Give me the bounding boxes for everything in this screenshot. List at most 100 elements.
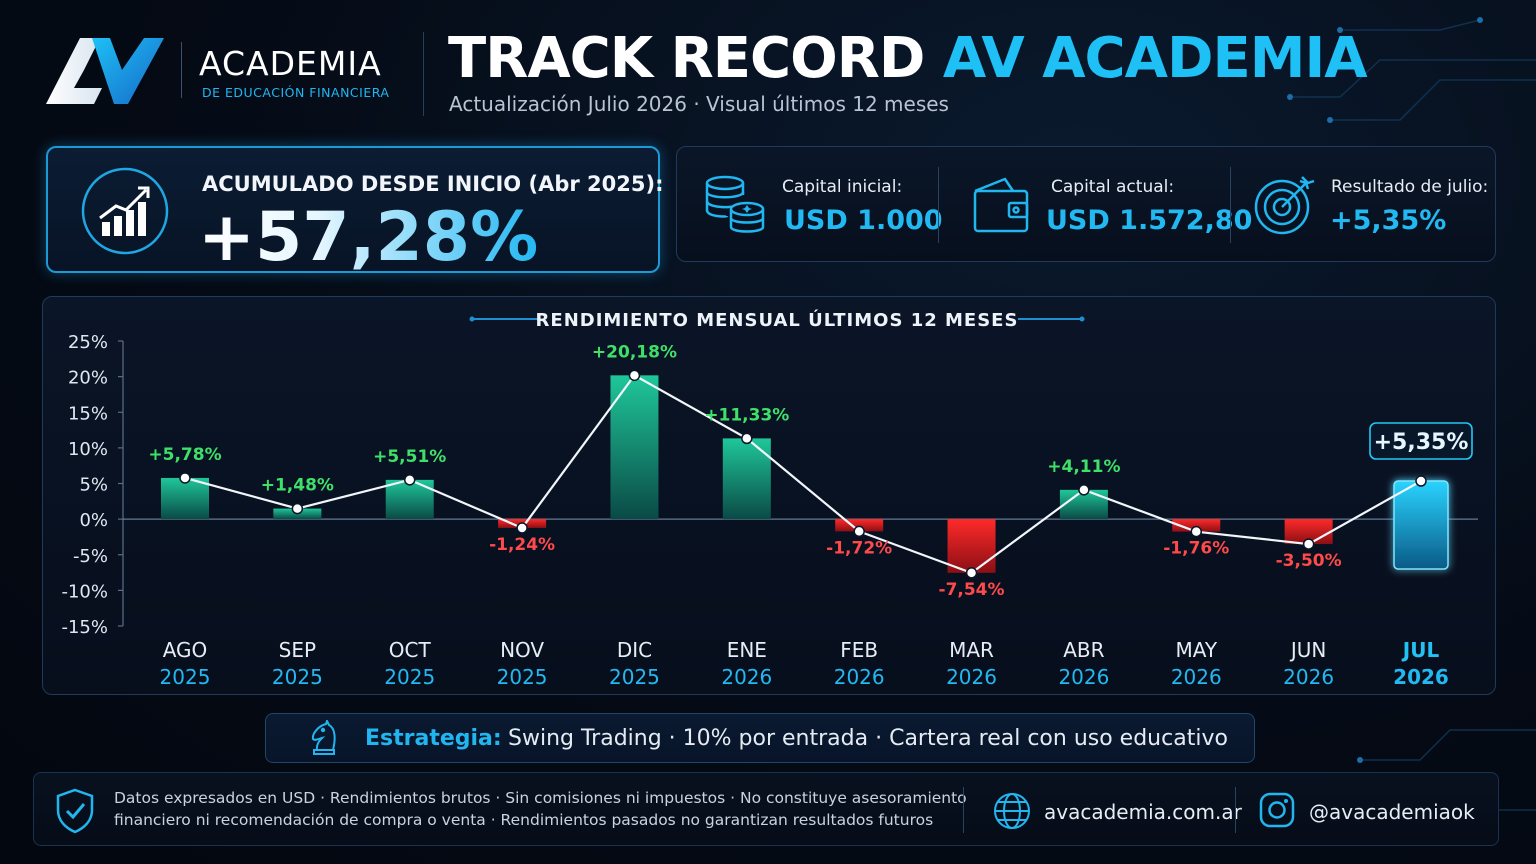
point-jun xyxy=(1302,538,1315,550)
chess-knight-icon xyxy=(311,720,336,755)
y-tick-label: -10% xyxy=(61,581,108,602)
title-decor-dot xyxy=(469,316,475,322)
footer-separator xyxy=(963,787,964,833)
x-tick-month: DIC xyxy=(617,638,652,662)
point-abr xyxy=(1078,484,1090,496)
brand-subtitle: DE EDUCACIÓN FINANCIERA xyxy=(202,85,390,100)
value-label-oct: +5,51% xyxy=(373,447,446,467)
current-capital-value: USD 1.572,80 xyxy=(1046,205,1253,236)
y-tick-label: -5% xyxy=(73,546,108,567)
point-may xyxy=(1190,525,1203,538)
value-label-may: -1,76% xyxy=(1163,539,1229,559)
value-label-sep: +1,48% xyxy=(261,476,334,496)
y-tick-label: 25% xyxy=(68,332,108,353)
y-tick-label: 20% xyxy=(68,368,108,389)
bar-jul-highlight xyxy=(1393,480,1449,570)
bar-ene xyxy=(722,438,771,520)
page-title: TRACK RECORD AV ACADEMIA xyxy=(448,26,1368,91)
strategy-bar: Estrategia: Swing Trading · 10% por entr… xyxy=(265,713,1255,763)
x-tick-year: 2025 xyxy=(384,665,435,689)
x-tick-year: 2026 xyxy=(1171,665,1222,689)
point-oct xyxy=(403,474,416,486)
disclaimer-line-2: financiero ni recomendación de compra o … xyxy=(114,811,934,829)
point-mar xyxy=(965,567,978,579)
value-label-mar: -7,54% xyxy=(939,580,1005,600)
capital-info-card: Capital inicial: USD 1.000 Capital actua… xyxy=(676,146,1496,262)
point-feb xyxy=(853,525,865,538)
bar-oct xyxy=(385,479,434,520)
website-link[interactable]: avacademia.com.ar xyxy=(1044,800,1242,824)
value-label-abr: +4,11% xyxy=(1047,457,1120,477)
strategy-text: Swing Trading · 10% por entrada · Carter… xyxy=(508,726,1228,751)
x-tick-month: SEP xyxy=(279,638,316,662)
x-tick-year: 2026 xyxy=(1283,665,1334,689)
value-label-jul: +5,35% xyxy=(1374,430,1469,455)
wallet-icon xyxy=(973,177,1029,233)
y-tick-label: 5% xyxy=(79,475,108,496)
current-capital-label: Capital actual: xyxy=(1051,177,1175,197)
x-tick-month: JUN xyxy=(1289,638,1327,662)
x-tick-year: 2025 xyxy=(272,665,323,689)
info-separator xyxy=(1230,167,1231,243)
bar-may xyxy=(1172,519,1221,532)
bar-dic xyxy=(610,375,659,520)
growth-chart-icon xyxy=(81,167,169,255)
av-logo xyxy=(46,38,164,104)
x-tick-year: 2026 xyxy=(1058,665,1109,689)
logo-divider xyxy=(181,42,182,98)
highlight-label-box xyxy=(1369,422,1473,460)
x-tick-month: ABR xyxy=(1063,638,1104,662)
info-separator xyxy=(938,167,939,243)
shield-check-icon xyxy=(56,788,94,834)
y-tick-label: -15% xyxy=(61,617,108,638)
trend-line xyxy=(184,373,1422,575)
x-tick-month: FEB xyxy=(840,638,878,662)
point-ago xyxy=(179,472,191,484)
title-part1: TRACK RECORD xyxy=(448,26,925,91)
x-tick-month: NOV xyxy=(500,638,544,662)
x-tick-month: MAY xyxy=(1175,638,1217,662)
title-part2: AV ACADEMIA xyxy=(942,26,1368,91)
accumulated-label: ACUMULADO DESDE INICIO (Abr 2025): xyxy=(202,172,664,196)
page-subtitle: Actualización Julio 2026 · Visual último… xyxy=(449,92,949,116)
coins-icon xyxy=(705,175,765,233)
header-divider xyxy=(423,32,424,116)
july-result-label: Resultado de julio: xyxy=(1331,177,1489,197)
value-label-jun: -3,50% xyxy=(1276,551,1342,571)
value-label-dic: +20,18% xyxy=(592,342,677,362)
x-tick-year: 2025 xyxy=(609,665,660,689)
x-tick-month: OCT xyxy=(389,638,432,662)
accumulated-value: +57,28% xyxy=(198,198,539,277)
brand-name: ACADEMIA xyxy=(199,44,382,83)
instagram-handle[interactable]: @avacademiaok xyxy=(1309,800,1475,824)
accumulated-card: ACUMULADO DESDE INICIO (Abr 2025): +57,2… xyxy=(46,146,664,277)
point-sep xyxy=(291,502,304,515)
initial-capital-value: USD 1.000 xyxy=(784,205,943,236)
y-tick-label: 15% xyxy=(68,403,108,424)
globe-icon xyxy=(994,793,1030,829)
x-tick-year: 2026 xyxy=(1393,665,1449,689)
bar-mar xyxy=(947,519,996,573)
point-jul xyxy=(1415,475,1427,487)
x-tick-year: 2026 xyxy=(946,665,997,689)
x-tick-year: 2025 xyxy=(160,665,211,689)
x-tick-year: 2026 xyxy=(834,665,885,689)
y-tick-label: 0% xyxy=(79,510,108,531)
instagram-icon xyxy=(1259,792,1295,828)
july-result-value: +5,35% xyxy=(1330,205,1447,236)
chart-title: RENDIMIENTO MENSUAL ÚLTIMOS 12 MESES xyxy=(536,309,1019,331)
initial-capital-label: Capital inicial: xyxy=(782,177,903,197)
disclaimer-line-1: Datos expresados en USD · Rendimientos b… xyxy=(114,789,967,807)
bar-ago xyxy=(161,477,209,520)
x-tick-month: ENE xyxy=(727,638,767,662)
chart-title-group: RENDIMIENTO MENSUAL ÚLTIMOS 12 MESES xyxy=(469,309,1085,331)
target-icon xyxy=(1254,176,1315,235)
value-label-ago: +5,78% xyxy=(148,445,221,465)
point-ene xyxy=(741,432,753,445)
x-tick-month: JUL xyxy=(1401,638,1440,662)
strategy-label: Estrategia: xyxy=(365,726,502,751)
point-dic xyxy=(628,369,641,382)
point-nov xyxy=(516,522,528,534)
y-tick-label: 10% xyxy=(68,439,108,460)
